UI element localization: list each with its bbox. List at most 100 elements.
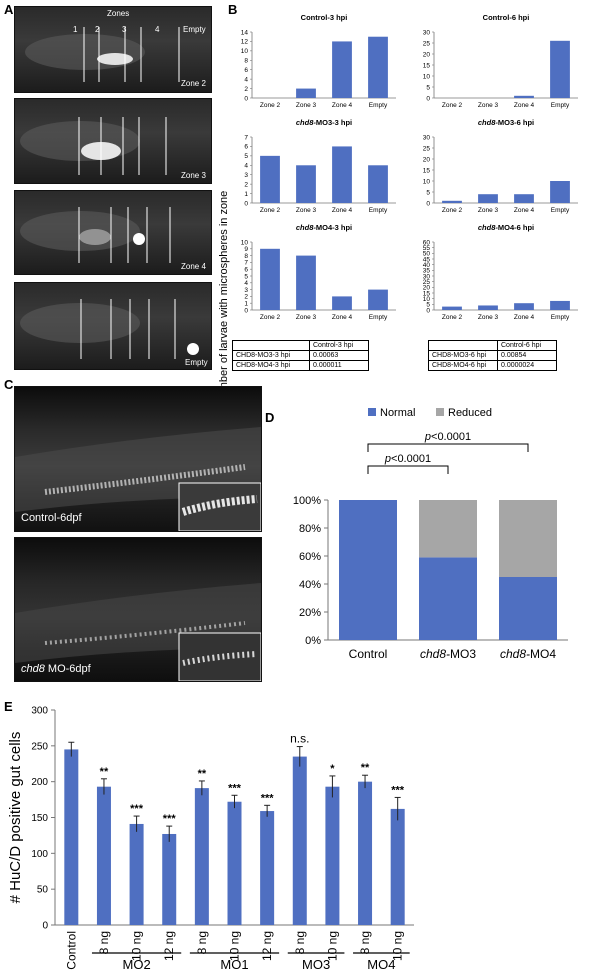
- y-tick-label: 10: [241, 239, 249, 246]
- x-tick-label: 8 ng: [97, 931, 111, 954]
- micrograph-label: chd8 MO-6dpf: [21, 663, 91, 675]
- significance-label: ***: [130, 803, 144, 815]
- bar: [260, 248, 280, 310]
- significance-label: ***: [163, 813, 177, 825]
- x-tick-label: Control: [64, 931, 78, 970]
- bar: [390, 808, 405, 925]
- zone-number-1: 1: [73, 25, 78, 34]
- bar: [442, 306, 462, 310]
- significance-label: ***: [261, 792, 275, 804]
- x-tick-label: Zone 3: [478, 314, 499, 321]
- y-tick-label: 2: [244, 181, 248, 188]
- bar: [332, 146, 352, 203]
- bar: [296, 88, 316, 98]
- x-tick-label: Empty: [369, 207, 388, 214]
- table-cell: CHD8-MO3-6 hpi: [428, 350, 498, 361]
- x-tick-label: Zone 3: [296, 314, 317, 321]
- y-tick-label: 7: [244, 260, 248, 267]
- y-tick-label: 30: [423, 134, 431, 141]
- table-cell: 0.00854: [497, 350, 557, 361]
- image-label: Zone 4: [181, 262, 206, 271]
- y-tick-label: 5: [426, 84, 430, 91]
- table-row: CHD8-MO3-3 hpi 0.00063: [232, 350, 369, 361]
- bar-segment: [339, 500, 397, 640]
- chart-title: Control-3 hpi: [301, 13, 348, 22]
- category-italic: chd8-: [420, 647, 450, 661]
- y-tick-label: 1: [244, 191, 248, 198]
- y-tick-label: 20: [423, 285, 431, 292]
- x-tick-label: Zone 4: [332, 207, 353, 214]
- y-tick-label: 0: [244, 307, 248, 314]
- x-tick-label: Empty: [369, 314, 388, 321]
- y-tick-label: 50: [37, 885, 49, 896]
- y-tick-label: 6: [244, 267, 248, 274]
- x-tick-label: 8 ng: [358, 931, 372, 954]
- x-tick-label: 8 ng: [195, 931, 209, 954]
- y-tick-label: 12: [241, 39, 249, 46]
- bar: [550, 181, 570, 203]
- significance-label: **: [198, 768, 207, 780]
- bar: [550, 300, 570, 310]
- bar: [550, 40, 570, 98]
- title-text: Control-3 hpi: [301, 13, 348, 22]
- y-tick-label: 20: [423, 51, 431, 58]
- x-tick-label: Empty: [551, 207, 570, 214]
- y-tick-label: 40%: [299, 579, 321, 591]
- bar: [296, 255, 316, 310]
- y-tick-label: 45: [423, 256, 431, 263]
- image-label: Zone 3: [181, 171, 206, 180]
- chart-title: Control-6 hpi: [483, 13, 530, 22]
- x-tick-label: Control: [349, 647, 388, 661]
- bar: [514, 303, 534, 310]
- y-tick-label: 5: [426, 189, 430, 196]
- zone-number-2: 2: [95, 25, 100, 34]
- y-tick-label: 5: [426, 302, 430, 309]
- x-tick-label: Zone 4: [514, 102, 535, 109]
- category-text: Control: [349, 647, 388, 661]
- y-tick-label: 0%: [305, 635, 321, 647]
- x-tick-label: Zone 3: [478, 207, 499, 214]
- bar: [478, 305, 498, 310]
- chart-chd8-mo3-6hpi: chd8-MO3-6 hpi 0 5 10 15 20 25 30 Zone 2 Zone 3 Zo…: [423, 118, 578, 214]
- y-tick-label: 15: [423, 167, 431, 174]
- title-text: MO3-6 hpi: [498, 118, 534, 127]
- group-label: MO3: [302, 957, 330, 972]
- panel-label-e: E: [4, 699, 13, 714]
- x-tick-label: Empty: [369, 102, 388, 109]
- y-tick-label: 20: [423, 156, 431, 163]
- zone-number-empty: Empty: [183, 25, 206, 34]
- x-tick-label: 12 ng: [260, 931, 274, 961]
- y-tick-label: 15: [423, 290, 431, 297]
- bar: [332, 41, 352, 98]
- title-italic: chd8-: [478, 223, 499, 232]
- bar: [514, 194, 534, 203]
- y-tick-label: 60: [423, 239, 431, 246]
- category-text: MO4: [530, 647, 556, 661]
- panel-label-b: B: [228, 2, 238, 17]
- significance-label: n.s.: [290, 732, 309, 746]
- x-tick-label: Zone 4: [514, 314, 535, 321]
- panel-label-c: C: [4, 377, 14, 392]
- table-cell: [232, 340, 310, 351]
- x-tick-label: Zone 3: [478, 102, 499, 109]
- p-value-label: p<0.0001: [384, 453, 431, 465]
- table-cell: 0.0000024: [497, 360, 557, 371]
- title-italic: chd8-: [296, 223, 317, 232]
- panel-label-a: A: [4, 2, 14, 17]
- table-row: CHD8-MO4-6 hpi 0.0000024: [428, 360, 557, 371]
- image-label: Empty: [185, 358, 208, 367]
- x-tick-label: 12 ng: [162, 931, 176, 961]
- bar: [96, 786, 111, 925]
- y-tick-label: 25: [423, 40, 431, 47]
- x-tick-label: Zone 2: [442, 314, 463, 321]
- y-tick-label: 3: [244, 172, 248, 179]
- panel-label-d: D: [265, 410, 275, 425]
- x-tick-label: Zone 3: [296, 207, 317, 214]
- y-tick-label: 4: [244, 280, 248, 287]
- y-tick-label: 100: [31, 849, 48, 860]
- bar: [478, 194, 498, 203]
- x-tick-label: Zone 4: [332, 102, 353, 109]
- y-tick-label: 5: [244, 153, 248, 160]
- significance-label: *: [330, 763, 335, 775]
- bar: [368, 165, 388, 203]
